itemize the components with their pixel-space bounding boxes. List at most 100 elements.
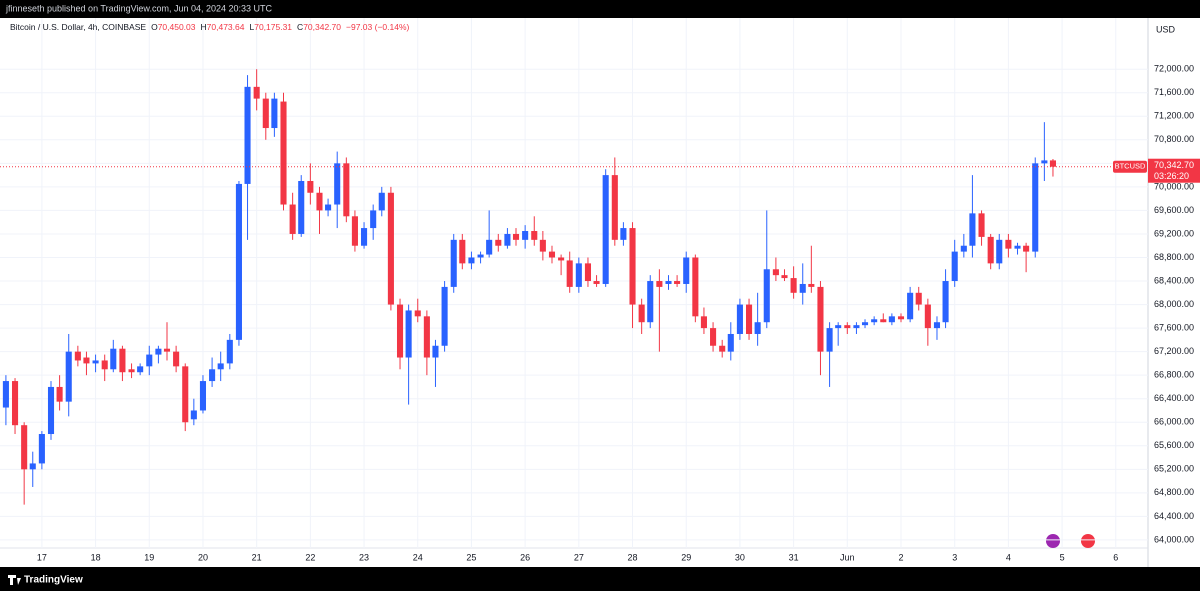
candle-body <box>450 239 457 287</box>
candle-body <box>647 281 654 323</box>
x-tick-label: 17 <box>37 552 47 562</box>
candle-body <box>217 363 224 370</box>
x-tick-label: 4 <box>1006 552 1011 562</box>
candle-body <box>620 228 627 240</box>
y-tick-label: 66,400.00 <box>1154 393 1194 403</box>
y-tick-label: 70,000.00 <box>1154 181 1194 191</box>
ohlc-key: L <box>249 22 255 32</box>
candle-body <box>548 251 556 258</box>
candle-body <box>611 175 618 240</box>
candle-body <box>710 328 717 346</box>
candle-body <box>199 381 207 411</box>
candle-body <box>244 86 251 184</box>
candle-body <box>942 281 949 323</box>
currency: USD <box>1156 24 1176 34</box>
candle-body <box>468 257 475 264</box>
symbol-tag: BTCUSD <box>1115 162 1146 171</box>
candle-body <box>897 316 905 320</box>
candle-body <box>808 283 815 287</box>
candle-body <box>361 228 368 246</box>
x-tick-label: 22 <box>305 552 315 562</box>
candle-body <box>853 325 860 329</box>
candle-body <box>486 239 493 255</box>
symbol-tag-bg <box>1113 160 1147 173</box>
candle-body <box>11 381 19 426</box>
candle-body <box>441 286 448 346</box>
candle-body <box>915 292 922 305</box>
candle-body <box>38 434 45 464</box>
candle-body <box>29 463 36 470</box>
candle-body <box>772 269 779 276</box>
candle-body <box>656 281 663 287</box>
event-icon[interactable] <box>1046 534 1060 548</box>
candle-body <box>83 357 90 364</box>
y-tick-label: 66,000.00 <box>1154 417 1194 427</box>
candle-body <box>459 239 466 264</box>
candle-body <box>271 98 278 129</box>
y-tick-label: 65,200.00 <box>1154 464 1194 474</box>
candle-body <box>47 386 55 435</box>
y-tick-label: 65,600.00 <box>1154 440 1194 450</box>
candle-body <box>683 257 690 284</box>
x-tick-label: 6 <box>1113 552 1118 562</box>
candle-body <box>790 278 797 293</box>
candle-body <box>969 213 976 246</box>
candle-body <box>396 304 404 358</box>
candle-body <box>638 304 645 323</box>
candle-body <box>1032 163 1039 252</box>
ohlc-value: 70,342.70 <box>303 22 342 32</box>
y-tick-label: 71,600.00 <box>1154 87 1194 97</box>
candle-body <box>522 231 529 240</box>
candle-body <box>432 345 439 358</box>
candle-body <box>1005 239 1012 249</box>
candle-body <box>924 304 931 329</box>
candle-body <box>880 319 887 323</box>
candle-body <box>727 333 734 352</box>
x-tick-label: 27 <box>574 552 584 562</box>
countdown: 03:26:20 <box>1154 171 1189 181</box>
candle-body <box>119 348 126 373</box>
candle-body <box>512 233 520 240</box>
x-tick-label: 18 <box>91 552 101 562</box>
candle-body <box>1049 160 1057 167</box>
candle-body <box>74 351 81 361</box>
candle-body <box>137 366 144 373</box>
candle-body <box>235 183 242 340</box>
candle-body <box>719 345 726 352</box>
price-tag: 70,342.70 <box>1154 160 1194 170</box>
y-tick-label: 66,800.00 <box>1154 370 1194 380</box>
y-tick-label: 68,000.00 <box>1154 299 1194 309</box>
candle-body <box>504 233 511 246</box>
x-tick-label: 3 <box>952 552 957 562</box>
symbol: Bitcoin / U.S. Dollar, 4h, COINBASE <box>10 22 147 32</box>
candle-body <box>960 245 967 252</box>
candle-body <box>21 425 28 470</box>
x-tick-label: 19 <box>144 552 154 562</box>
candle-body <box>92 360 99 364</box>
candle-body <box>65 351 72 402</box>
candle-body <box>871 319 878 323</box>
x-tick-label: 23 <box>359 552 369 562</box>
candle-body <box>907 292 914 320</box>
candle-body <box>316 192 323 211</box>
candle-body <box>146 354 153 367</box>
y-tick-label: 69,600.00 <box>1154 205 1194 215</box>
candle-body <box>888 316 895 323</box>
y-tick-label: 68,400.00 <box>1154 275 1194 285</box>
candle-body <box>951 251 958 282</box>
candle-body <box>978 213 985 237</box>
candle-body <box>539 239 546 252</box>
top-bar <box>0 0 1200 18</box>
candle-body <box>629 228 636 305</box>
y-tick-label: 64,800.00 <box>1154 487 1194 497</box>
candle-body <box>414 310 421 317</box>
candle-body <box>861 322 869 326</box>
candle-body <box>325 204 332 211</box>
candle-body <box>56 386 63 402</box>
event-icon[interactable] <box>1081 534 1095 548</box>
candle-body <box>844 325 851 329</box>
candle-body <box>763 269 770 323</box>
candle-body <box>307 180 314 193</box>
